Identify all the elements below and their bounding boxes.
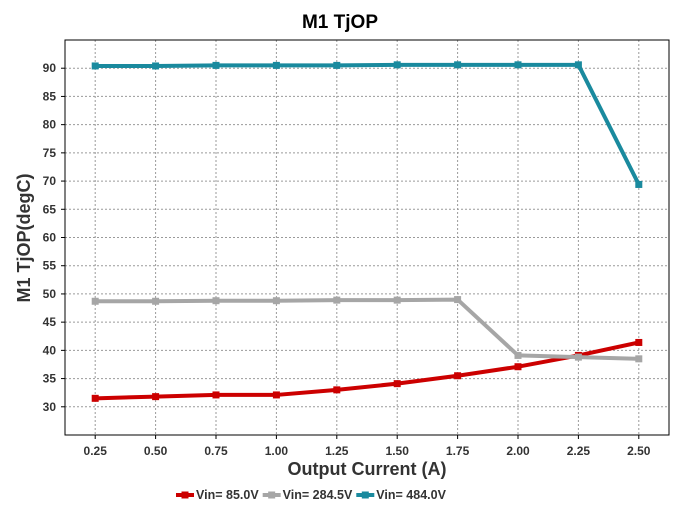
x-tick-label: 1.00 <box>265 444 289 458</box>
y-tick-label: 30 <box>43 400 57 414</box>
data-point <box>272 391 280 399</box>
data-point <box>393 61 401 69</box>
x-tick-label: 1.75 <box>446 444 470 458</box>
data-point <box>152 62 160 70</box>
data-point <box>212 391 220 399</box>
y-axis-label: M1 TjOP(degC) <box>14 173 34 302</box>
x-tick-label: 2.00 <box>506 444 530 458</box>
x-tick-label: 2.25 <box>567 444 591 458</box>
data-point <box>333 296 341 304</box>
data-point <box>91 62 99 70</box>
legend-label: Vin= 284.5V <box>283 488 353 502</box>
x-tick-label: 0.25 <box>84 444 108 458</box>
y-tick-label: 85 <box>43 89 57 103</box>
series-3 <box>91 61 643 188</box>
data-point <box>212 61 220 69</box>
x-tick-label: 2.50 <box>627 444 651 458</box>
series-line <box>95 340 640 401</box>
series-layer <box>91 61 643 402</box>
x-tick-label: 0.75 <box>204 444 228 458</box>
legend-item-3: Vin= 484.0V <box>356 488 447 502</box>
data-point <box>91 394 99 402</box>
legend-item-1: Vin= 85.0V <box>176 488 259 502</box>
y-axis-ticks: 30 35 40 45 50 55 60 65 70 75 80 85 90 <box>43 61 65 414</box>
series-line <box>95 62 641 186</box>
y-tick-label: 45 <box>43 315 57 329</box>
data-point <box>574 61 582 69</box>
x-tick-label: 0.50 <box>144 444 168 458</box>
data-point <box>514 61 522 69</box>
series-line <box>95 297 639 361</box>
y-tick-label: 75 <box>43 146 57 160</box>
y-tick-label: 50 <box>43 287 57 301</box>
y-tick-label: 55 <box>43 259 57 273</box>
data-point <box>454 296 462 304</box>
data-point <box>514 363 522 371</box>
data-point <box>454 61 462 69</box>
y-tick-label: 65 <box>43 202 57 216</box>
data-point <box>272 297 280 305</box>
x-tick-label: 1.25 <box>325 444 349 458</box>
data-point <box>393 380 401 388</box>
legend-item-2: Vin= 284.5V <box>262 488 353 502</box>
data-point <box>514 351 522 359</box>
series-1 <box>91 338 643 402</box>
data-point <box>152 393 160 401</box>
x-axis-ticks: 0.25 0.50 0.75 1.00 1.25 1.50 1.75 2.00 2.25 2.50 <box>84 435 651 458</box>
data-point <box>212 297 220 305</box>
grid-lines <box>65 40 669 435</box>
y-tick-label: 40 <box>43 343 57 357</box>
data-point <box>91 297 99 305</box>
y-tick-label: 90 <box>43 61 57 75</box>
data-point <box>152 297 160 305</box>
legend-marker <box>181 491 189 499</box>
legend-marker <box>361 491 369 499</box>
data-point <box>333 61 341 69</box>
data-point <box>272 61 280 69</box>
data-point <box>333 386 341 394</box>
legend-marker <box>268 491 276 499</box>
y-tick-label: 60 <box>43 231 57 245</box>
data-point <box>635 180 643 188</box>
data-point <box>454 372 462 380</box>
legend-label: Vin= 484.0V <box>376 488 446 502</box>
chart-title: M1 TjOP <box>302 12 378 33</box>
legend: Vin= 85.0V Vin= 284.5V Vin= 484.0V <box>176 488 447 502</box>
data-point <box>393 296 401 304</box>
legend-label: Vin= 85.0V <box>196 488 259 502</box>
series-2 <box>91 296 643 363</box>
x-axis-label: Output Current (A) <box>288 459 447 479</box>
y-tick-label: 70 <box>43 174 57 188</box>
data-point <box>574 353 582 361</box>
y-tick-label: 35 <box>43 372 57 386</box>
data-point <box>635 338 643 346</box>
y-tick-label: 80 <box>43 118 57 132</box>
x-tick-label: 1.50 <box>386 444 410 458</box>
data-point <box>635 355 643 363</box>
